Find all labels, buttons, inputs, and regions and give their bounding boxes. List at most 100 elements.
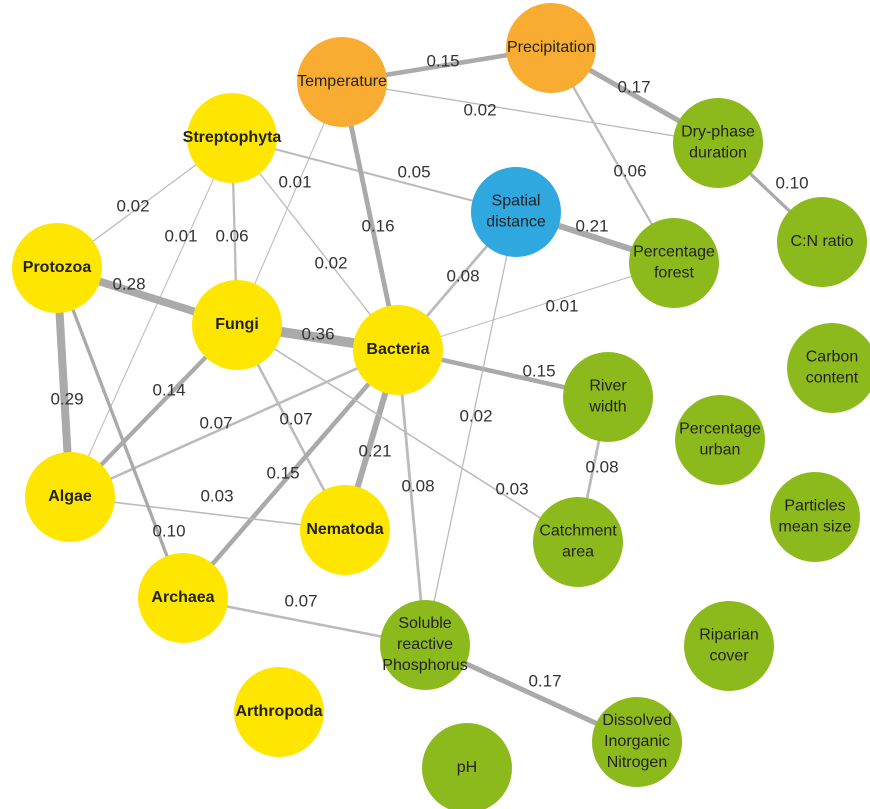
edge-label: 0.08 <box>446 266 479 285</box>
edge <box>181 348 400 600</box>
edge-label: 0.02 <box>459 406 492 425</box>
node-label: content <box>806 370 859 387</box>
edge-labels: 0.15 0.17 0.02 0.10 0.06 0.05 0.21 0.16 0.01 0.02… <box>50 51 808 690</box>
node-label: forest <box>654 265 695 282</box>
edge-label: 0.02 <box>463 100 496 119</box>
edge-label: 0.07 <box>284 591 317 610</box>
node-label: reactive <box>397 636 453 653</box>
node-label: Temperature <box>297 73 387 90</box>
edge-label: 0.14 <box>152 380 185 399</box>
edge-label: 0.01 <box>278 172 311 191</box>
node-label: Catchment <box>539 523 617 540</box>
edge-label: 0.05 <box>397 162 430 181</box>
edge <box>396 349 427 646</box>
edge-label: 0.03 <box>495 479 528 498</box>
node-label: Carbon <box>806 349 858 366</box>
node-label: area <box>562 544 594 561</box>
node-label: Riparian <box>699 627 759 644</box>
node <box>12 223 102 313</box>
nodes: Temperature Precipitation Dry-phase duratio… <box>12 3 870 809</box>
node <box>422 723 512 809</box>
node <box>380 600 470 690</box>
edge-label: 0.07 <box>279 409 312 428</box>
edge <box>424 211 517 646</box>
node <box>770 472 860 562</box>
node-label: Streptophyta <box>183 129 282 146</box>
node-label: Soluble <box>398 615 451 632</box>
node-label: Nitrogen <box>607 754 667 771</box>
node <box>787 323 870 413</box>
node <box>777 197 867 287</box>
edge-label: 0.06 <box>613 161 646 180</box>
node-label: mean size <box>779 519 852 536</box>
node-label: Arthropoda <box>235 703 322 720</box>
edge-label: 0.02 <box>314 253 347 272</box>
edge <box>55 267 185 599</box>
node-label: C:N ratio <box>790 233 853 250</box>
node <box>533 497 623 587</box>
edge <box>69 348 399 499</box>
node-label: Dissolved <box>602 712 671 729</box>
node-label: Archaea <box>151 589 214 606</box>
node <box>25 452 115 542</box>
node <box>592 697 682 787</box>
node-label: Fungi <box>215 316 259 333</box>
node <box>684 601 774 691</box>
node <box>471 167 561 257</box>
node-label: Spatial <box>492 193 541 210</box>
edge-label: 0.29 <box>50 389 83 408</box>
node-label: Phosphorus <box>382 657 467 674</box>
node <box>563 352 653 442</box>
node-label: Algae <box>48 488 92 505</box>
edge-label: 0.06 <box>215 226 248 245</box>
edge-label: 0.21 <box>358 441 391 460</box>
edge-label: 0.36 <box>301 324 334 343</box>
edge-label: 0.17 <box>528 671 561 690</box>
node-label: Percentage <box>633 244 715 261</box>
node-label: Precipitation <box>507 39 595 56</box>
edge-label: 0.01 <box>545 296 578 315</box>
edge <box>397 262 675 351</box>
edge-label: 0.15 <box>522 361 555 380</box>
node-label: urban <box>700 442 741 459</box>
node-label: Particles <box>784 498 845 515</box>
edge-label: 0.03 <box>200 486 233 505</box>
node-label: duration <box>689 145 747 162</box>
edge <box>341 81 719 144</box>
edge-label: 0.07 <box>199 413 232 432</box>
node <box>234 667 324 757</box>
edge <box>231 137 517 213</box>
edge-label: 0.02 <box>116 196 149 215</box>
edge <box>339 81 401 351</box>
edge-label: 0.08 <box>401 476 434 495</box>
edge-label: 0.16 <box>361 216 394 235</box>
node-label: Dry-phase <box>681 124 755 141</box>
node <box>353 305 443 395</box>
edge-label: 0.21 <box>575 216 608 235</box>
node <box>506 3 596 93</box>
node-label: cover <box>709 648 749 665</box>
node <box>297 37 387 127</box>
node <box>629 218 719 308</box>
node-label: width <box>588 399 626 416</box>
node <box>187 93 277 183</box>
node <box>673 98 763 188</box>
edge <box>236 324 579 543</box>
node-label: Nematoda <box>306 521 383 538</box>
node-label: distance <box>486 214 546 231</box>
node-label: Percentage <box>679 421 761 438</box>
edge-label: 0.01 <box>164 226 197 245</box>
edge <box>69 137 233 498</box>
edge-label: 0.15 <box>426 51 459 70</box>
edge <box>69 496 346 531</box>
node <box>192 280 282 370</box>
edge-label: 0.10 <box>775 173 808 192</box>
node-label: Inorganic <box>604 733 670 750</box>
node-label: Protozoa <box>23 259 92 276</box>
edge-label: 0.08 <box>585 457 618 476</box>
node <box>300 485 390 575</box>
edge-label: 0.17 <box>617 77 650 96</box>
node <box>675 395 765 485</box>
node-label: Bacteria <box>366 341 429 358</box>
